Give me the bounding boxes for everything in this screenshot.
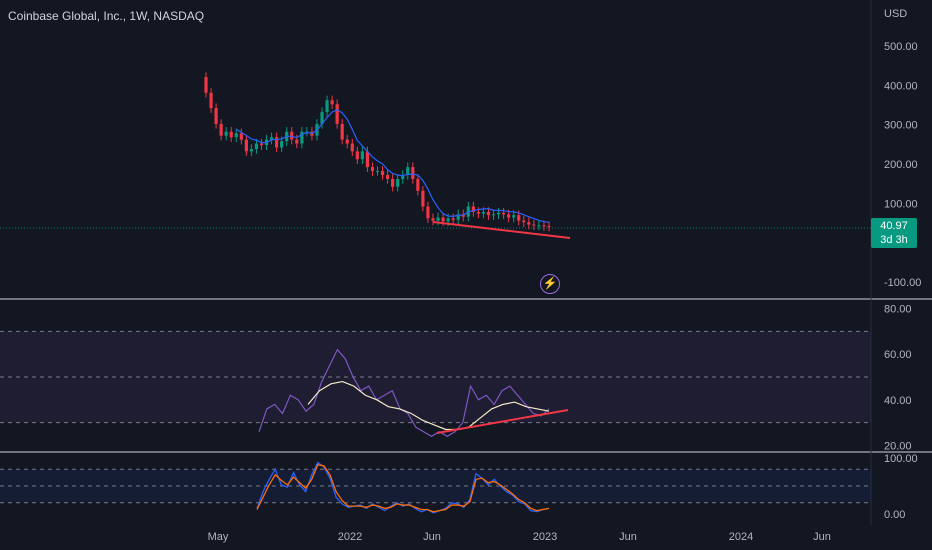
candle: [280, 141, 284, 148]
last-price-tag: 40.97 3d 3h: [871, 218, 917, 248]
bar-countdown: 3d 3h: [880, 234, 908, 246]
candle: [481, 211, 486, 214]
candle: [496, 212, 501, 215]
candle: [330, 100, 334, 105]
price-tick-label: 100.00: [884, 198, 918, 210]
candle: [486, 211, 491, 216]
candle: [491, 214, 496, 216]
candle: [542, 225, 546, 227]
candle: [295, 139, 299, 144]
candle: [396, 178, 400, 187]
candle: [254, 143, 259, 150]
rsi-trend-line: [436, 409, 569, 434]
candle: [522, 220, 526, 223]
candle: [406, 167, 410, 176]
candle: [320, 112, 324, 124]
rsi-tick-label: 80.00: [884, 304, 912, 316]
candle: [416, 178, 420, 191]
time-tick-label: Jun: [813, 531, 831, 543]
candle: [335, 104, 339, 124]
lightning-icon[interactable]: ⚡: [540, 274, 560, 294]
candle: [436, 217, 440, 221]
stoch-tick-label: 100.00: [884, 453, 918, 465]
candle: [259, 143, 264, 146]
candle: [507, 214, 511, 218]
candle: [340, 123, 344, 140]
candle: [224, 131, 228, 136]
candle: [365, 151, 370, 168]
rsi-ma-line: [307, 380, 550, 431]
candle: [219, 123, 223, 136]
candle: [375, 171, 380, 173]
stoch-d-line: [256, 463, 550, 513]
candle: [370, 167, 375, 172]
price-trend-line: [432, 221, 571, 239]
candle: [290, 131, 294, 140]
candle: [517, 215, 521, 221]
candle: [456, 214, 460, 220]
rsi-tick-label: 20.00: [884, 440, 912, 452]
candle: [431, 218, 435, 221]
candle: [229, 131, 233, 138]
price-tick-label: 200.00: [884, 159, 918, 171]
candle: [380, 171, 385, 176]
time-tick-label: 2022: [338, 531, 362, 543]
rsi-tick-label: 40.00: [884, 395, 912, 407]
last-price: 40.97: [880, 220, 908, 232]
candle: [275, 137, 279, 148]
time-tick-label: 2023: [533, 531, 557, 543]
price-tick-label: 500.00: [884, 41, 918, 53]
candle: [471, 206, 475, 212]
candle: [300, 131, 304, 144]
candle: [214, 108, 218, 124]
time-tick-label: Jun: [619, 531, 637, 543]
candle: [426, 206, 430, 219]
candle: [249, 149, 253, 152]
candle: [527, 222, 531, 225]
time-tick-label: Jun: [423, 531, 441, 543]
candle: [350, 143, 354, 152]
time-tick-label: May: [208, 531, 229, 543]
candle: [239, 133, 243, 140]
stoch-tick-label: 0.00: [884, 509, 905, 521]
candle: [441, 217, 445, 222]
candle: [204, 77, 208, 93]
candle: [502, 212, 506, 215]
price-tick-label: 300.00: [884, 120, 918, 132]
rsi-tick-label: 60.00: [884, 349, 912, 361]
candle: [209, 92, 213, 109]
candle: [345, 139, 349, 144]
candle: [476, 211, 480, 214]
candle: [446, 218, 450, 222]
candle: [391, 178, 395, 187]
price-tick-label: 400.00: [884, 80, 918, 92]
candle: [385, 175, 390, 179]
candle: [325, 100, 329, 113]
candle: [360, 151, 364, 160]
candle: [411, 167, 415, 179]
time-tick-label: 2024: [729, 531, 753, 543]
candle: [244, 139, 248, 152]
currency-label: USD: [884, 8, 908, 20]
price-tick-label: -100.00: [884, 277, 921, 289]
candle: [532, 224, 536, 226]
candle: [537, 225, 541, 227]
candle: [269, 137, 274, 140]
candle: [547, 226, 551, 228]
stoch-k-line: [256, 461, 550, 514]
candle: [512, 215, 516, 218]
candle: [401, 175, 405, 179]
chart-title: Coinbase Global, Inc., 1W, NASDAQ: [8, 9, 205, 23]
candle: [355, 151, 359, 160]
candle: [421, 190, 425, 207]
moving-average-line: [235, 109, 550, 224]
candle: [234, 133, 238, 138]
candle: [451, 218, 455, 220]
